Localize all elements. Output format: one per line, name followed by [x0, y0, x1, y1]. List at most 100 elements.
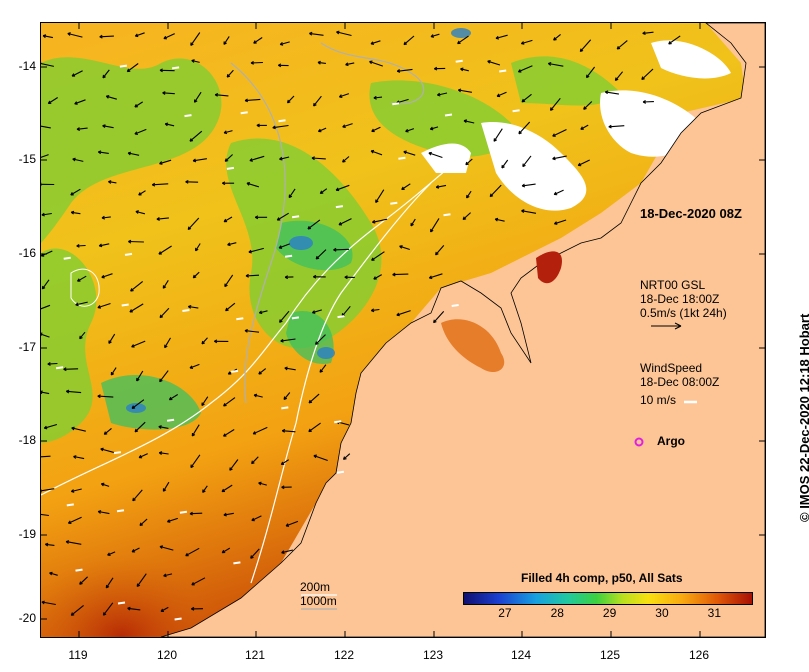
- current-vector: [103, 427, 112, 435]
- lon-label: 126: [688, 648, 710, 662]
- current-vector-head: [434, 66, 438, 71]
- current-vector-head: [435, 184, 440, 189]
- current-vector: [201, 396, 209, 406]
- current-vector: [42, 35, 54, 39]
- current-vector-head: [214, 92, 219, 97]
- current-vector-head: [131, 344, 135, 348]
- current-vector-head: [369, 60, 373, 65]
- current-vector: [100, 448, 116, 454]
- current-vector: [307, 219, 321, 230]
- current-vector: [71, 488, 82, 493]
- current-vector: [244, 330, 260, 333]
- current-vector-head: [401, 186, 405, 191]
- current-vector-head: [281, 550, 285, 555]
- current-vector: [281, 459, 289, 465]
- current-vector-head: [342, 124, 346, 128]
- current-vector-head: [253, 40, 257, 44]
- current-vector-head: [552, 133, 556, 137]
- current-vector: [189, 512, 203, 515]
- wind-vectors: [55, 59, 676, 621]
- current-vector-head: [552, 156, 556, 161]
- current-vector-head: [158, 425, 162, 429]
- current-vector: [370, 40, 381, 45]
- current-legend-scale: 0.5m/s (1kt 24h): [640, 306, 727, 320]
- current-vector-head: [221, 488, 226, 493]
- current-vector-head: [191, 606, 195, 611]
- current-vector-head: [126, 68, 131, 73]
- current-vector-head: [279, 319, 283, 323]
- current-vector-head: [313, 454, 317, 459]
- current-vector-head: [577, 162, 582, 167]
- current-vector: [248, 247, 264, 253]
- current-vector: [369, 60, 383, 67]
- current-vector: [163, 33, 175, 40]
- current-vector-head: [189, 138, 194, 142]
- current-vector-head: [191, 582, 195, 586]
- current-vector-head: [392, 272, 396, 277]
- current-vector: [70, 604, 84, 616]
- current-vector: [41, 304, 51, 310]
- lon-label: 124: [510, 648, 532, 662]
- current-vector-head: [251, 517, 255, 522]
- current-vector: [287, 95, 295, 104]
- current-vector-head: [429, 126, 434, 131]
- current-vector: [138, 453, 148, 459]
- current-vector: [608, 125, 625, 128]
- lon-label: 123: [422, 648, 444, 662]
- current-vector-head: [151, 182, 156, 187]
- current-vector: [405, 128, 415, 133]
- current-vector-head: [41, 600, 45, 605]
- current-vector-head: [579, 48, 584, 53]
- current-vector-head: [521, 98, 526, 103]
- current-vector: [521, 210, 537, 214]
- current-vector-head: [72, 157, 76, 162]
- current-vector-head: [47, 100, 52, 105]
- current-vector: [215, 94, 229, 97]
- current-vector: [246, 182, 260, 188]
- current-vector-head: [493, 138, 498, 142]
- current-vector-head: [185, 180, 189, 184]
- current-vector: [169, 394, 178, 401]
- colorbar-tick: 31: [707, 606, 722, 620]
- current-vector-head: [159, 378, 163, 383]
- current-vector: [521, 93, 532, 103]
- current-vector: [159, 370, 169, 383]
- current-vector-head: [76, 127, 81, 132]
- current-vector: [67, 32, 83, 38]
- current-vector: [553, 33, 561, 41]
- current-vector: [156, 217, 169, 220]
- argo-symbol: [634, 437, 644, 447]
- current-vector-head: [67, 32, 71, 36]
- current-vector: [410, 218, 416, 227]
- current-vector-head: [319, 190, 324, 195]
- current-vector-head: [224, 158, 229, 162]
- current-vector-head: [71, 73, 76, 77]
- current-vector-head: [641, 76, 645, 81]
- current-vector: [130, 280, 144, 292]
- current-vector-head: [223, 41, 227, 45]
- current-vector-head: [285, 523, 290, 527]
- current-vector: [430, 218, 440, 233]
- current-vector-head: [457, 40, 461, 45]
- wind-vector: [117, 601, 126, 605]
- current-vector: [465, 158, 473, 166]
- current-vector-head: [437, 92, 441, 97]
- current-vector-head: [187, 304, 192, 309]
- current-vector: [253, 37, 263, 44]
- current-vector-head: [373, 95, 377, 100]
- current-vector-head: [344, 275, 348, 280]
- current-vector: [195, 243, 201, 252]
- current-vector-head: [604, 90, 609, 95]
- current-vector: [135, 210, 146, 215]
- current-vector-head: [553, 37, 557, 41]
- current-vectors: [41, 30, 681, 616]
- current-vector-head: [159, 68, 163, 73]
- wind-vector: [451, 304, 459, 307]
- current-vector: [318, 127, 327, 133]
- current-vector: [616, 40, 628, 50]
- current-vector: [457, 35, 469, 45]
- current-legend-source: NRT00 GSL: [640, 278, 706, 292]
- lat-label: -20: [18, 611, 36, 625]
- current-vector: [375, 189, 385, 203]
- current-vector-head: [315, 341, 319, 345]
